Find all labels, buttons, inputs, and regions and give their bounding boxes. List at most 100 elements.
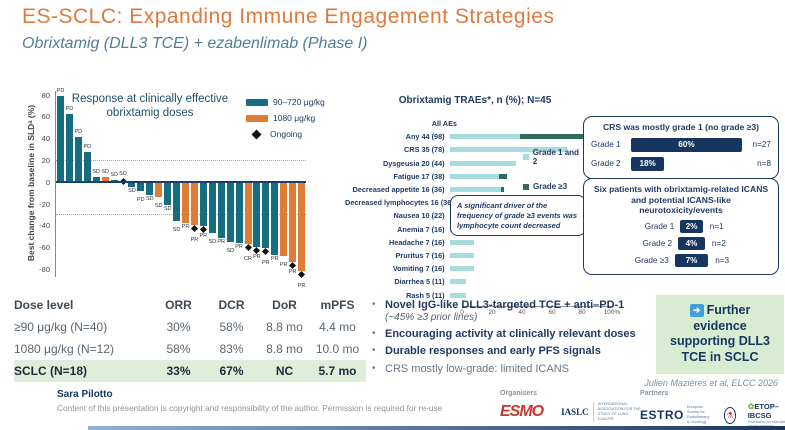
waterfall-bar-label: SD xyxy=(92,169,101,176)
dose-table-row: 1080 μg/kg (N=12) 58% 83% 8.8 mo 10.0 mo xyxy=(14,338,366,360)
trae-grade12-bar xyxy=(449,147,567,153)
dose-table-header-cell: ORR xyxy=(165,298,192,312)
trae-row-item: Fatigue 17 (38) xyxy=(345,170,583,183)
key-point-body: Novel IgG-like DLL3-targeted TCE + anti–… xyxy=(385,299,624,324)
trae-grade12-bar xyxy=(449,134,521,140)
waterfall-bar-label: CR xyxy=(244,255,252,262)
key-point-text: Novel IgG-like DLL3-targeted TCE + anti–… xyxy=(385,299,625,311)
waterfall-bar-label: PD xyxy=(65,106,74,113)
esmo-logo: ESMO xyxy=(500,402,544,420)
waterfall-bar-label: PR xyxy=(279,261,288,268)
dose-table-cell: 83% xyxy=(219,342,244,356)
waterfall-y-tick: 60 xyxy=(41,112,50,122)
ongoing-diamond-marker xyxy=(262,248,270,256)
key-point-item: • Durable responses and early PFS signals xyxy=(372,345,650,358)
icans-n-label: n=1 xyxy=(709,222,724,232)
waterfall-bar-label: SD xyxy=(119,170,127,177)
key-point-body: Durable responses and early PFS signals xyxy=(385,345,601,358)
trae-grade3plus-bar xyxy=(500,187,504,193)
key-point-item: • CRS mostly low-grade: limited ICANS xyxy=(372,363,650,376)
legend-swatch xyxy=(523,154,529,160)
trae-row-item: Decreased appetite 16 (36) xyxy=(345,183,583,196)
iaslc-logo-text: IASLC xyxy=(561,406,589,417)
crs-n-label: n=8 xyxy=(757,159,771,169)
key-point-subtext: (~45% ≥3 prior lines) xyxy=(385,312,478,324)
bullet-icon: • xyxy=(372,299,376,310)
waterfall-bar-label: PR xyxy=(181,224,190,231)
icans-grade-label: Grade 1 xyxy=(644,222,675,232)
legend-label: 1080 μg/kg xyxy=(273,113,316,123)
waterfall-bar-label: SD xyxy=(145,195,154,202)
waterfall-bar-label: PD xyxy=(83,144,92,151)
dose-table-cell: ≥90 μg/kg (N=40) xyxy=(14,320,108,334)
dose-table-cell: SCLC (N=18) xyxy=(14,364,88,378)
waterfall-bar xyxy=(110,179,118,182)
legend-swatch xyxy=(523,183,529,190)
dose-table-cell: 1080 μg/kg (N=12) xyxy=(14,342,114,356)
trae-row-label: Rash 5 (11) xyxy=(406,290,445,300)
organisers-label: Organisers xyxy=(500,390,537,397)
trae-bar-track xyxy=(449,279,583,285)
waterfall-bar-label: SD xyxy=(163,205,172,212)
waterfall-legend: 90–720 μg/kg 1080 μg/kg Ongoing xyxy=(246,94,325,142)
crs-pct-bar: 60% xyxy=(631,137,742,152)
ongoing-diamond-marker xyxy=(244,243,252,251)
dose-table-header-cell: mPFS xyxy=(320,298,355,312)
trae-bar-track xyxy=(449,160,583,166)
conclusion-text: Further evidence supporting DLL3 TCE in … xyxy=(670,303,770,364)
dose-table-header-cell: DCR xyxy=(218,298,245,312)
trae-legend-item: Grade 1 and 2 xyxy=(523,148,583,166)
waterfall-legend-item: 90–720 μg/kg xyxy=(246,94,325,110)
key-point-text: Durable responses and early PFS signals xyxy=(385,345,601,358)
waterfall-bar-label: PR xyxy=(288,269,297,276)
waterfall-bar-label: PD xyxy=(137,196,145,203)
waterfall-bar-label: PD xyxy=(74,129,83,136)
trae-row-label: Dysgeusia 20 (44) xyxy=(382,158,445,168)
trae-group-header-label: All AEs xyxy=(431,119,457,129)
waterfall-bar xyxy=(182,181,189,224)
waterfall-gridline xyxy=(56,160,306,162)
waterfall-bar xyxy=(253,181,261,248)
trae-grade12-bar xyxy=(449,239,474,245)
trae-rows: All AEs Any 44 (98) CRS 35 (78) Dysgeusia 2… xyxy=(345,117,597,302)
legend-label: Ongoing xyxy=(270,129,303,139)
dose-table-cell: 4.4 mo xyxy=(319,320,356,334)
trae-row-label: Nausea 10 (22) xyxy=(393,211,445,221)
trae-x-tick: 100% xyxy=(603,309,621,316)
dose-table-row: ≥90 μg/kg (N=40) 30% 58% 8.8 mo 4.4 mo xyxy=(14,316,366,338)
ongoing-diamond-marker xyxy=(298,271,306,279)
crs-summary-box: CRS was mostly grade 1 (no grade ≥3) Gra… xyxy=(583,116,779,179)
waterfall-bar xyxy=(173,181,181,221)
legend-label: Grade 1 and 2 xyxy=(532,148,579,166)
icans-grade-label: Grade 2 xyxy=(642,239,673,249)
icans-grade-row: Grade ≥3 7% n=3 xyxy=(591,254,771,268)
waterfall-bar xyxy=(226,181,234,242)
trae-grade12-bar xyxy=(449,173,500,179)
estro-logo-caption: European Society for Radiotherapy & Onco… xyxy=(686,405,710,425)
dose-table-cell: 58% xyxy=(219,320,244,334)
trae-x-tick: 20 xyxy=(488,309,496,316)
trae-row-item: Pruritus 7 (16) xyxy=(345,249,583,262)
partners-label: Partners xyxy=(640,390,669,397)
waterfall-bar xyxy=(298,181,306,272)
trae-row-label: Decreased lymphocytes 16 (36) xyxy=(345,198,454,208)
icans-n-label: n=2 xyxy=(711,239,726,249)
trae-row-label: CRS 35 (78) xyxy=(404,145,445,155)
waterfall-zero-line xyxy=(56,180,306,183)
icans-pct-bar: 2% xyxy=(680,220,703,234)
waterfall-bar-label: PR xyxy=(297,283,306,290)
waterfall-bar xyxy=(271,181,279,255)
crs-pct-bar: 18% xyxy=(631,156,665,171)
trae-row-label: Pruritus 7 (16) xyxy=(395,250,445,260)
trae-row-label: Decreased appetite 16 (36) xyxy=(352,185,445,195)
trae-group-header: All AEs xyxy=(345,117,583,130)
waterfall-bar xyxy=(190,181,198,226)
legend-label: Grade ≥3 xyxy=(533,182,568,191)
trae-grade12-bar xyxy=(449,279,467,285)
trae-x-tick: 0 xyxy=(460,309,464,316)
trae-row-item: Headache 7 (16) xyxy=(345,236,583,249)
trae-row-item: Rash 5 (11) xyxy=(345,288,583,301)
waterfall-bar xyxy=(289,181,297,263)
waterfall-bar-label: PR xyxy=(217,239,226,246)
